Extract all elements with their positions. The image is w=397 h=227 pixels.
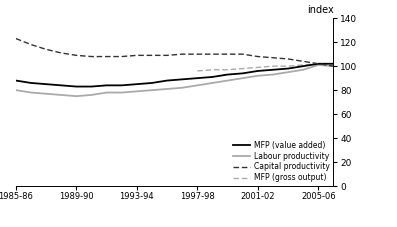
MFP (value added) <box>271 68 276 71</box>
MFP (value added) <box>29 81 33 84</box>
Capital productivity <box>29 43 33 46</box>
Labour productivity <box>316 64 321 66</box>
Capital productivity <box>150 54 154 57</box>
MFP (value added) <box>59 84 64 87</box>
MFP (value added) <box>89 85 94 88</box>
Labour productivity <box>44 92 48 95</box>
MFP (value added) <box>240 72 245 75</box>
MFP (value added) <box>104 84 109 87</box>
Labour productivity <box>29 91 33 94</box>
MFP (value added) <box>150 81 154 84</box>
Capital productivity <box>301 60 306 63</box>
MFP (gross output) <box>225 68 230 71</box>
Labour productivity <box>210 81 215 84</box>
Capital productivity <box>180 53 185 56</box>
MFP (value added) <box>225 73 230 76</box>
MFP (gross output) <box>286 65 291 67</box>
Labour productivity <box>104 91 109 94</box>
MFP (value added) <box>331 62 336 65</box>
Capital productivity <box>13 37 18 40</box>
Capital productivity <box>195 53 200 56</box>
Labour productivity <box>135 90 139 93</box>
MFP (gross output) <box>210 68 215 71</box>
MFP (value added) <box>256 70 260 72</box>
MFP (value added) <box>44 83 48 86</box>
Capital productivity <box>44 48 48 51</box>
MFP (gross output) <box>316 62 321 65</box>
Labour productivity <box>13 89 18 91</box>
Capital productivity <box>165 54 170 57</box>
Capital productivity <box>89 55 94 58</box>
Labour productivity <box>165 88 170 90</box>
Line: Capital productivity: Capital productivity <box>16 39 333 66</box>
MFP (value added) <box>135 83 139 86</box>
Capital productivity <box>271 56 276 59</box>
Labour productivity <box>301 68 306 71</box>
Legend: MFP (value added), Labour productivity, Capital productivity, MFP (gross output): MFP (value added), Labour productivity, … <box>233 141 330 182</box>
Capital productivity <box>225 53 230 56</box>
MFP (gross output) <box>301 64 306 66</box>
Labour productivity <box>180 86 185 89</box>
MFP (value added) <box>210 76 215 78</box>
Labour productivity <box>59 94 64 96</box>
MFP (value added) <box>165 79 170 82</box>
Labour productivity <box>89 94 94 96</box>
MFP (value added) <box>180 78 185 81</box>
Capital productivity <box>74 54 79 57</box>
Labour productivity <box>256 74 260 77</box>
Line: Labour productivity: Labour productivity <box>16 65 333 96</box>
Capital productivity <box>119 55 124 58</box>
Text: index: index <box>307 5 333 15</box>
MFP (value added) <box>74 85 79 88</box>
MFP (value added) <box>301 65 306 67</box>
Labour productivity <box>195 84 200 87</box>
Labour productivity <box>331 65 336 67</box>
MFP (value added) <box>119 84 124 87</box>
MFP (gross output) <box>256 66 260 69</box>
Capital productivity <box>135 54 139 57</box>
Capital productivity <box>59 52 64 54</box>
Labour productivity <box>286 71 291 74</box>
Labour productivity <box>271 73 276 76</box>
Capital productivity <box>240 53 245 56</box>
MFP (value added) <box>316 62 321 65</box>
Line: MFP (value added): MFP (value added) <box>16 64 333 86</box>
Line: MFP (gross output): MFP (gross output) <box>197 64 333 71</box>
MFP (value added) <box>13 79 18 82</box>
Labour productivity <box>119 91 124 94</box>
Capital productivity <box>286 58 291 60</box>
Capital productivity <box>316 62 321 65</box>
Capital productivity <box>104 55 109 58</box>
MFP (gross output) <box>331 65 336 67</box>
Labour productivity <box>240 77 245 79</box>
Capital productivity <box>331 65 336 67</box>
MFP (value added) <box>286 67 291 70</box>
Labour productivity <box>225 79 230 82</box>
Labour productivity <box>74 95 79 98</box>
Capital productivity <box>210 53 215 56</box>
MFP (gross output) <box>195 70 200 72</box>
MFP (gross output) <box>271 65 276 67</box>
MFP (gross output) <box>240 67 245 70</box>
MFP (value added) <box>195 77 200 79</box>
Labour productivity <box>150 89 154 91</box>
Capital productivity <box>256 55 260 58</box>
